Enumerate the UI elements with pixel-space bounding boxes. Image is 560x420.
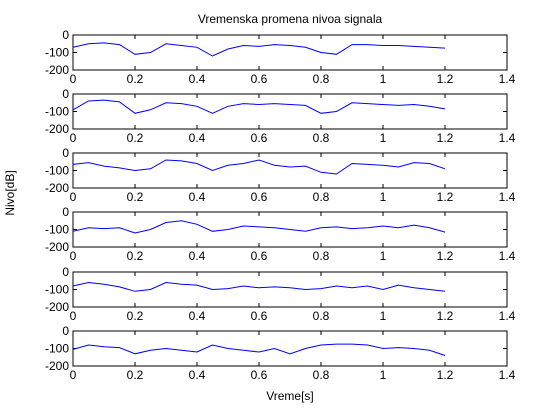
x-tick-label: 0.2: [127, 249, 144, 263]
series-line: [72, 42, 446, 57]
x-tick-label: 0.2: [127, 131, 144, 145]
x-tick-label: 1.2: [437, 190, 454, 204]
y-tick-label: -100: [45, 46, 69, 60]
y-tick-label: -100: [45, 223, 69, 237]
x-tick-label: 0.6: [251, 309, 268, 323]
axes-box: [72, 271, 508, 308]
x-tick-label: 0.2: [127, 190, 144, 204]
subplot-1: 0 0.2 0.4 0.6 0.8 1 1.2 1.40-100-200: [45, 28, 516, 86]
x-tick-label: 1.2: [437, 131, 454, 145]
x-tick-label: 1.4: [499, 249, 516, 263]
axes-box: [72, 93, 508, 130]
x-tick-label: 0.6: [251, 72, 268, 86]
x-tick-label: 1: [380, 309, 387, 323]
x-tick-label: 0: [70, 72, 77, 86]
x-tick-label: 0: [70, 190, 77, 204]
x-tick-label: 0.6: [251, 249, 268, 263]
x-tick-label: 0.4: [189, 131, 206, 145]
x-tick-label: 1: [380, 72, 387, 86]
series-line: [72, 343, 446, 356]
x-tick-label: 0.8: [313, 72, 330, 86]
x-tick-label: 1: [380, 131, 387, 145]
y-tick-label: -200: [45, 359, 69, 373]
y-tick-label: -100: [45, 164, 69, 178]
series-line: [72, 220, 446, 234]
x-tick-label: 0.4: [189, 368, 206, 382]
x-tick-label: 1: [380, 368, 387, 382]
x-tick-label: 0: [70, 249, 77, 263]
x-tick-label: 1.2: [437, 249, 454, 263]
x-tick-label: 0.8: [313, 309, 330, 323]
subplot-5: 0 0.2 0.4 0.6 0.8 1 1.2 1.40-100-200: [45, 265, 516, 323]
subplot-4: 0 0.2 0.4 0.6 0.8 1 1.2 1.40-100-200: [45, 205, 516, 263]
x-tick-label: 1.4: [499, 131, 516, 145]
x-tick-label: 0.8: [313, 190, 330, 204]
x-tick-label: 1.2: [437, 309, 454, 323]
y-tick-label: -200: [45, 300, 69, 314]
subplot-3: 0 0.2 0.4 0.6 0.8 1 1.2 1.40-100-200: [45, 146, 516, 204]
x-tick-label: 1.4: [499, 368, 516, 382]
subplot-6: 0 0.2 0.4 0.6 0.8 1 1.2 1.40-100-200: [45, 324, 516, 382]
x-tick-label: 0.6: [251, 131, 268, 145]
y-tick-label: -100: [45, 105, 69, 119]
x-tick-label: 1.2: [437, 368, 454, 382]
x-tick-label: 0: [70, 368, 77, 382]
y-tick-label: -200: [45, 122, 69, 136]
subplot-2: 0 0.2 0.4 0.6 0.8 1 1.2 1.40-100-200: [45, 87, 516, 145]
x-tick-label: 0.2: [127, 309, 144, 323]
x-tick-label: 0.4: [189, 249, 206, 263]
x-tick-label: 1.2: [437, 72, 454, 86]
y-tick-label: 0: [62, 265, 69, 279]
x-tick-label: 0.2: [127, 368, 144, 382]
x-tick-label: 1.4: [499, 72, 516, 86]
x-tick-label: 0.6: [251, 190, 268, 204]
series-line: [72, 281, 446, 292]
axes-box: [72, 34, 508, 71]
y-tick-label: -100: [45, 342, 69, 356]
chart-title: Vremenska promena nivoa signala: [198, 12, 383, 26]
x-tick-label: 0.4: [189, 190, 206, 204]
x-tick-label: 0.4: [189, 72, 206, 86]
x-tick-label: 0.8: [313, 249, 330, 263]
y-tick-label: 0: [62, 28, 69, 42]
y-tick-label: 0: [62, 324, 69, 338]
series-line: [72, 99, 446, 114]
axes-box: [72, 330, 508, 367]
x-tick-label: 0.2: [127, 72, 144, 86]
y-tick-label: 0: [62, 205, 69, 219]
x-tick-label: 0.8: [313, 131, 330, 145]
x-tick-label: 0.4: [189, 309, 206, 323]
y-axis-label: Nivo[dB]: [3, 170, 17, 215]
series-line: [72, 159, 446, 175]
y-tick-label: -200: [45, 181, 69, 195]
x-tick-label: 0: [70, 131, 77, 145]
y-tick-label: -200: [45, 240, 69, 254]
x-tick-label: 0.8: [313, 368, 330, 382]
x-tick-label: 0: [70, 309, 77, 323]
x-tick-label: 1: [380, 249, 387, 263]
x-tick-label: 1: [380, 190, 387, 204]
y-tick-label: 0: [62, 146, 69, 160]
x-tick-label: 0.6: [251, 368, 268, 382]
y-tick-label: 0: [62, 87, 69, 101]
y-tick-label: -100: [45, 283, 69, 297]
x-axis-label: Vreme[s]: [266, 389, 314, 403]
x-tick-label: 1.4: [499, 309, 516, 323]
x-tick-label: 1.4: [499, 190, 516, 204]
y-tick-label: -200: [45, 63, 69, 77]
